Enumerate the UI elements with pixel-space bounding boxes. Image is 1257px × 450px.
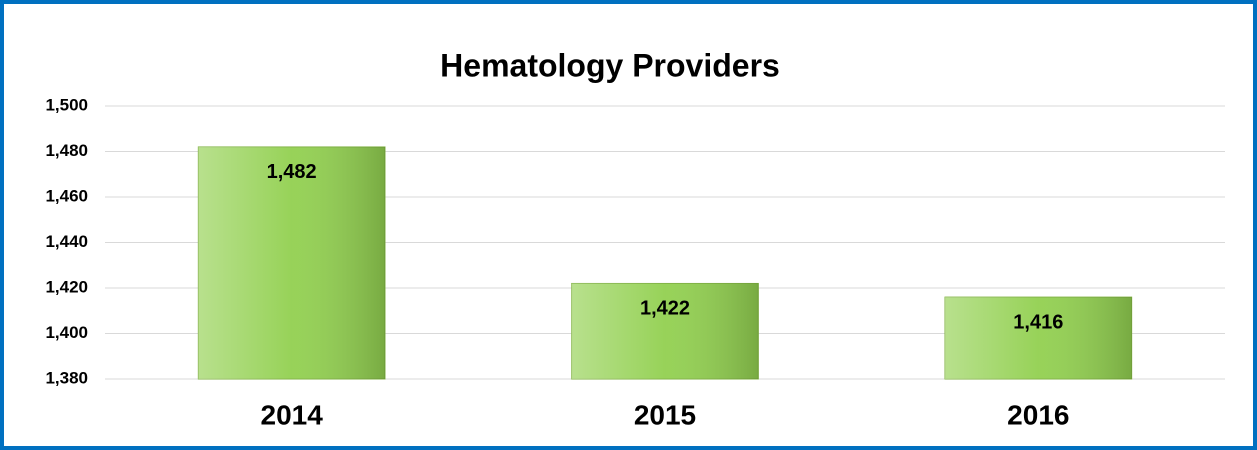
y-tick-label: 1,500 (45, 95, 88, 114)
x-tick-label: 2016 (1007, 399, 1069, 430)
value-label: 1,422 (640, 298, 690, 320)
y-tick-label: 1,440 (45, 232, 88, 251)
x-tick-label: 2014 (261, 399, 324, 430)
y-tick-label: 1,420 (45, 277, 88, 296)
chart-title: Hematology Providers (440, 47, 780, 83)
y-tick-label: 1,400 (45, 323, 88, 342)
value-label: 1,482 (267, 161, 317, 183)
x-tick-label: 2015 (634, 399, 696, 430)
bar (944, 296, 1133, 380)
y-tick-label: 1,380 (45, 368, 88, 387)
y-tick-label: 1,460 (45, 186, 88, 205)
value-label: 1,416 (1013, 311, 1063, 333)
y-tick-label: 1,480 (45, 141, 88, 160)
